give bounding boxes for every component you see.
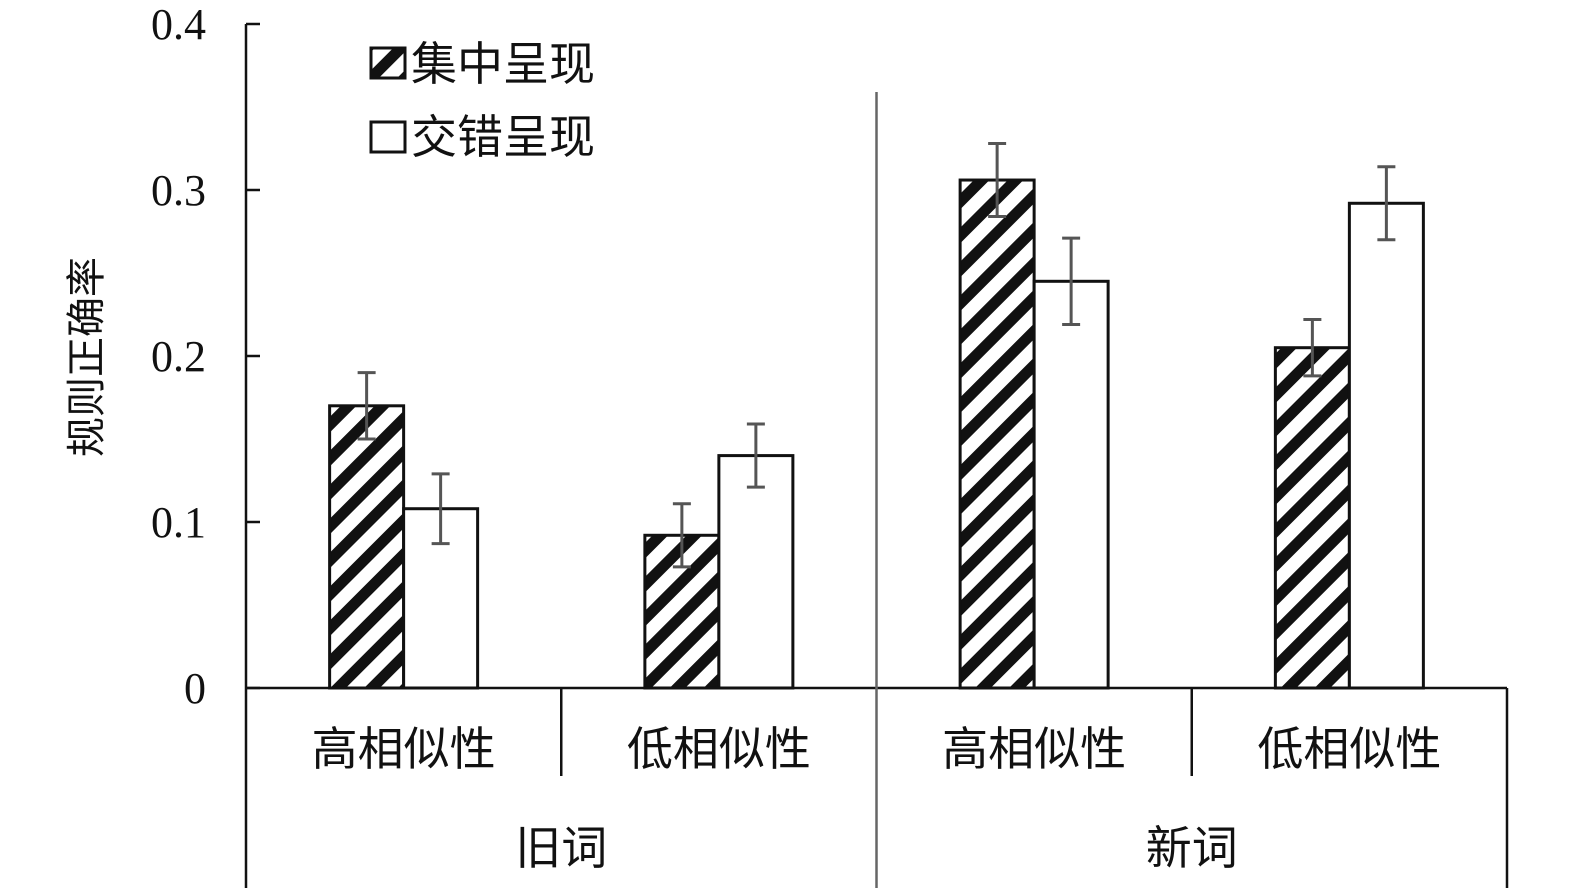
legend: 集中呈现 交错呈现: [369, 37, 595, 164]
y-tick-label: 0.3: [151, 166, 206, 215]
group-label: 新词: [1146, 821, 1238, 875]
error-bar-series-2: [431, 472, 450, 546]
legend-item-series-1: 集中呈现: [369, 37, 595, 91]
category-label: 高相似性: [942, 722, 1126, 776]
category-label: 低相似性: [1257, 722, 1441, 776]
y-tick-label: 0.4: [151, 0, 206, 49]
bar-series-2: [717, 454, 795, 690]
legend-swatch-series-2: [369, 120, 407, 154]
group-label: 旧词: [515, 821, 607, 875]
bar-series-1: [1273, 346, 1351, 690]
bar-series-2: [1347, 201, 1425, 690]
y-tick-label: 0.1: [151, 498, 206, 547]
y-tick-label: 0: [184, 664, 206, 713]
error-bar-series-1: [1303, 317, 1322, 378]
error-bar-series-2: [746, 422, 765, 489]
category-label: 低相似性: [627, 722, 811, 776]
bar-series-1: [328, 404, 406, 690]
y-axis-title: 规则正确率: [64, 257, 110, 457]
error-bar-series-1: [672, 502, 691, 569]
bar-series-1: [958, 178, 1036, 690]
bar-series-2: [1032, 279, 1110, 690]
error-bar-series-2: [1062, 236, 1081, 326]
legend-item-series-2: 交错呈现: [369, 110, 595, 164]
category-label: 高相似性: [312, 722, 496, 776]
legend-label-series-1: 集中呈现: [411, 37, 595, 91]
plot-area: [328, 142, 1425, 690]
error-bar-series-1: [988, 142, 1007, 219]
error-bar-series-1: [357, 371, 376, 441]
y-tick-label: 0.2: [151, 332, 206, 381]
legend-label-series-2: 交错呈现: [411, 110, 595, 164]
legend-swatch-series-1: [369, 46, 407, 80]
error-bar-series-2: [1377, 165, 1396, 242]
